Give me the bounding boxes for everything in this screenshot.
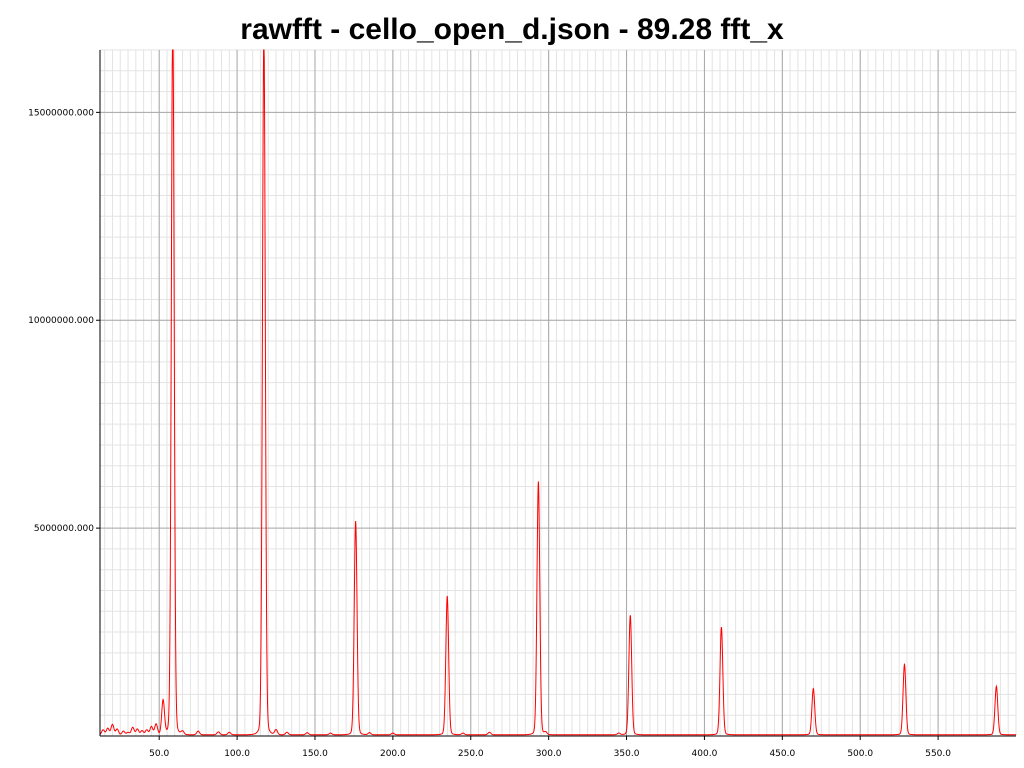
x-axis-ticks: 50.0 100.0 150.0 200.0 250.0 300.0 350.0 400.0 4… xyxy=(149,736,951,759)
x-tick-label: 50.0 xyxy=(149,749,169,759)
y-tick-label: 10000000.000 xyxy=(28,316,94,326)
y-tick-label: 15000000.000 xyxy=(28,108,94,118)
x-tick-label: 150.0 xyxy=(302,749,328,759)
x-tick-label: 200.0 xyxy=(380,749,406,759)
spectrum-line xyxy=(99,49,1016,736)
major-grid xyxy=(100,50,1016,736)
chart-title: rawfft - cello_open_d.json - 89.28 fft_x xyxy=(240,13,784,46)
x-tick-label: 300.0 xyxy=(536,749,562,759)
x-tick-label: 500.0 xyxy=(847,749,873,759)
x-tick-label: 350.0 xyxy=(614,749,640,759)
x-tick-label: 400.0 xyxy=(692,749,718,759)
y-axis-ticks: 5000000.000 10000000.000 15000000.000 xyxy=(28,108,100,534)
y-tick-label: 5000000.000 xyxy=(34,524,94,534)
x-tick-label: 450.0 xyxy=(769,749,795,759)
x-tick-label: 100.0 xyxy=(224,749,250,759)
x-tick-label: 550.0 xyxy=(925,749,951,759)
x-tick-label: 250.0 xyxy=(458,749,484,759)
